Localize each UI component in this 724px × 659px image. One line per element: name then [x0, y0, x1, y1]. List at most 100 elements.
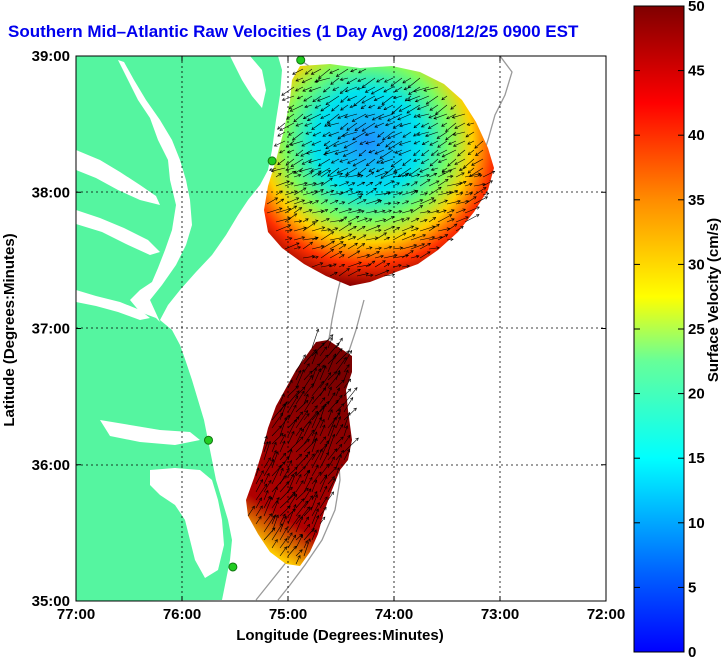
velocity-arrow [263, 457, 271, 469]
velocity-arrow [311, 405, 318, 413]
velocity-arrow [295, 386, 306, 397]
velocity-arrow [263, 473, 270, 485]
velocity-arrow-head [388, 209, 392, 213]
velocity-arrow-head [281, 97, 286, 101]
velocity-arrow-head [398, 210, 403, 214]
velocity-arrow [376, 167, 385, 173]
velocity-arrow-head [290, 182, 295, 186]
velocity-arrow [307, 113, 322, 121]
velocity-arrow [311, 226, 325, 232]
velocity-arrow [311, 465, 319, 477]
velocity-arrow [311, 491, 318, 501]
velocity-arrow [349, 104, 358, 108]
velocity-arrow [275, 198, 284, 205]
velocity-arrow [335, 395, 343, 405]
velocity-arrow-head [383, 89, 387, 93]
velocity-arrow-head [380, 254, 384, 259]
velocity-arrow-head [285, 456, 290, 460]
velocity-arrow-head [263, 483, 268, 488]
colorbar-tick-label: 25 [688, 321, 705, 338]
velocity-arrow [335, 454, 342, 469]
velocity-arrow-head [260, 470, 264, 474]
velocity-arrow-head [310, 396, 314, 400]
velocity-arrow [374, 210, 385, 214]
radar-station-marker [296, 56, 306, 65]
velocity-arrow [347, 216, 359, 223]
velocity-arrow-head [396, 227, 401, 231]
velocity-arrow-head [443, 209, 447, 213]
radar-stations [204, 56, 306, 572]
velocity-arrow-head [281, 393, 285, 397]
velocity-arrow [368, 149, 376, 153]
velocity-arrow-head [386, 236, 391, 240]
velocity-arrow-head [348, 233, 353, 237]
velocity-arrow [335, 467, 340, 477]
velocity-arrow [428, 199, 436, 205]
axis-ticks: 77:00 76:00 75:00 74:00 73:00 72:00 39:00 38:00… [32, 48, 626, 623]
velocity-arrow [279, 434, 286, 445]
velocity-arrow [357, 77, 367, 82]
velocity-arrow-head [329, 409, 333, 413]
velocity-arrow-head [276, 497, 280, 501]
velocity-arrow [295, 390, 305, 405]
velocity-arrow-head [251, 505, 255, 510]
velocity-arrow-head [309, 476, 313, 481]
velocity-arrow [474, 140, 484, 149]
velocity-arrow [287, 494, 298, 509]
velocity-arrow [293, 227, 307, 232]
velocity-arrow-head [298, 207, 303, 211]
velocity-arrow [417, 104, 430, 110]
velocity-arrow-head [469, 192, 473, 196]
velocity-arrow [347, 191, 361, 196]
velocity-arrow [346, 122, 358, 131]
velocity-arrow [365, 247, 373, 250]
velocity-arrow-head [408, 172, 413, 176]
velocity-arrow-head [349, 188, 353, 192]
velocity-arrow [374, 181, 382, 187]
velocity-arrow [392, 210, 402, 214]
velocity-arrow-head [370, 91, 375, 95]
velocity-arrow-head [301, 369, 305, 373]
albemarle-sound [100, 420, 200, 445]
velocity-arrow [299, 167, 313, 172]
velocity-arrow [408, 167, 421, 176]
velocity-arrow-head [270, 459, 274, 463]
velocity-arrow [327, 399, 339, 413]
velocity-arrow [284, 205, 297, 214]
velocity-arrow [292, 131, 304, 141]
velocity-arrow [319, 354, 328, 365]
velocity-arrow-head [337, 115, 341, 119]
velocity-arrow [319, 403, 326, 421]
velocity-arrow-head [347, 411, 351, 416]
velocity-arrow [335, 357, 347, 373]
velocity-arrow-head [441, 123, 445, 127]
velocity-arrow [285, 167, 295, 171]
velocity-arrow-head [335, 73, 340, 77]
velocity-arrow-head [345, 369, 349, 374]
velocity-arrow [344, 113, 358, 118]
velocity-arrow-head [304, 500, 309, 505]
velocity-arrow [329, 241, 344, 250]
velocity-arrow-head [477, 172, 482, 176]
velocity-arrow-head [278, 190, 283, 194]
velocity-arrow-head [374, 151, 379, 155]
velocity-arrow [376, 140, 385, 146]
velocity-arrow-head [451, 209, 455, 213]
velocity-arrow-head [437, 144, 441, 148]
velocity-arrow [399, 140, 412, 146]
velocity-arrow-head [265, 489, 269, 494]
velocity-arrow [343, 369, 349, 381]
velocity-arrow [428, 186, 442, 196]
velocity-arrow-head [324, 199, 329, 203]
velocity-arrow-head [328, 133, 332, 137]
velocity-arrow [380, 167, 394, 179]
velocity-arrow-head [319, 262, 324, 266]
velocity-arrow-head [421, 243, 426, 247]
velocity-arrow-head [376, 142, 381, 147]
velocity-arrow [303, 507, 313, 517]
velocity-arrow [446, 238, 454, 241]
velocity-arrow-head [424, 192, 428, 196]
velocity-arrow [319, 507, 327, 517]
velocity-arrow-head [282, 452, 287, 457]
